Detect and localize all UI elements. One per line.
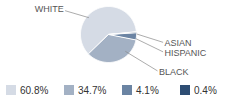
html-text:4.1%: 4.1% xyxy=(136,84,159,96)
svg-text:WHITE: WHITE xyxy=(35,4,64,14)
html-text:34.7%: 34.7% xyxy=(78,84,107,96)
html-text:0.4%: 0.4% xyxy=(194,84,217,96)
svg-text:ASIAN: ASIAN xyxy=(165,38,192,48)
svg-text:BLACK: BLACK xyxy=(159,67,189,77)
svg-text:HISPANIC: HISPANIC xyxy=(165,48,207,58)
html-text:60.8%: 60.8% xyxy=(20,84,49,96)
